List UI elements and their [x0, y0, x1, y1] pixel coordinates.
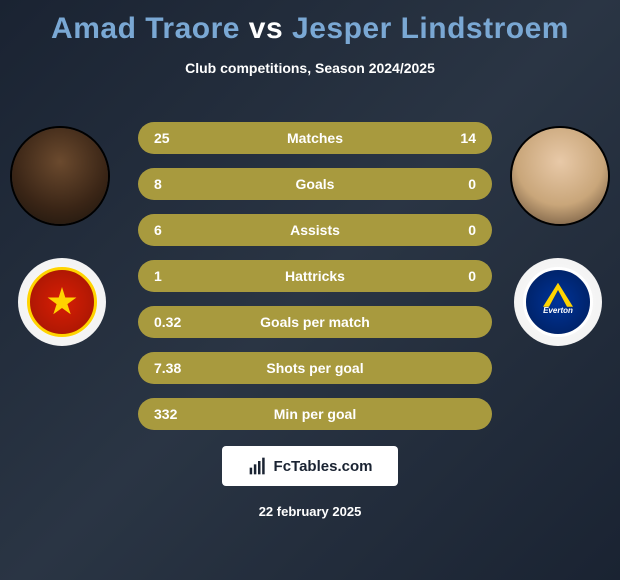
manchester-united-crest-icon	[27, 267, 97, 337]
brand-badge: FcTables.com	[222, 446, 398, 486]
stat-label: Assists	[204, 222, 426, 238]
stat-right-value: 0	[426, 268, 476, 284]
player2-club-logo	[514, 258, 602, 346]
stat-label: Goals per match	[204, 314, 426, 330]
stat-row: 25 Matches 14	[138, 122, 492, 154]
comparison-title: Amad Traore vs Jesper Lindstroem	[0, 0, 620, 46]
player1-club-logo	[18, 258, 106, 346]
stat-right-value: 14	[426, 130, 476, 146]
stat-left-value: 0.32	[154, 314, 204, 330]
date-label: 22 february 2025	[0, 504, 620, 519]
player1-name: Amad Traore	[51, 12, 240, 45]
stat-row: 8 Goals 0	[138, 168, 492, 200]
chart-bars-icon	[248, 456, 268, 476]
stat-label: Goals	[204, 176, 426, 192]
stat-row: 6 Assists 0	[138, 214, 492, 246]
player2-photo	[510, 126, 610, 226]
stat-row: 0.32 Goals per match	[138, 306, 492, 338]
stat-right-value: 0	[426, 222, 476, 238]
player2-face-icon	[512, 128, 608, 224]
vs-separator: vs	[249, 12, 283, 45]
stat-left-value: 8	[154, 176, 204, 192]
stat-left-value: 6	[154, 222, 204, 238]
everton-crest-icon	[523, 267, 593, 337]
stat-label: Min per goal	[204, 406, 426, 422]
stat-left-value: 7.38	[154, 360, 204, 376]
stat-label: Matches	[204, 130, 426, 146]
stats-table: 25 Matches 14 8 Goals 0 6 Assists 0 1 Ha…	[138, 122, 492, 444]
stat-label: Shots per goal	[204, 360, 426, 376]
stat-row: 332 Min per goal	[138, 398, 492, 430]
stat-row: 7.38 Shots per goal	[138, 352, 492, 384]
player1-face-icon	[12, 128, 108, 224]
player2-name: Jesper Lindstroem	[292, 12, 569, 45]
subtitle: Club competitions, Season 2024/2025	[0, 60, 620, 76]
stat-right-value: 0	[426, 176, 476, 192]
player1-photo	[10, 126, 110, 226]
brand-text: FcTables.com	[274, 458, 373, 475]
stat-row: 1 Hattricks 0	[138, 260, 492, 292]
stat-left-value: 332	[154, 406, 204, 422]
stat-left-value: 1	[154, 268, 204, 284]
stat-left-value: 25	[154, 130, 204, 146]
stat-label: Hattricks	[204, 268, 426, 284]
